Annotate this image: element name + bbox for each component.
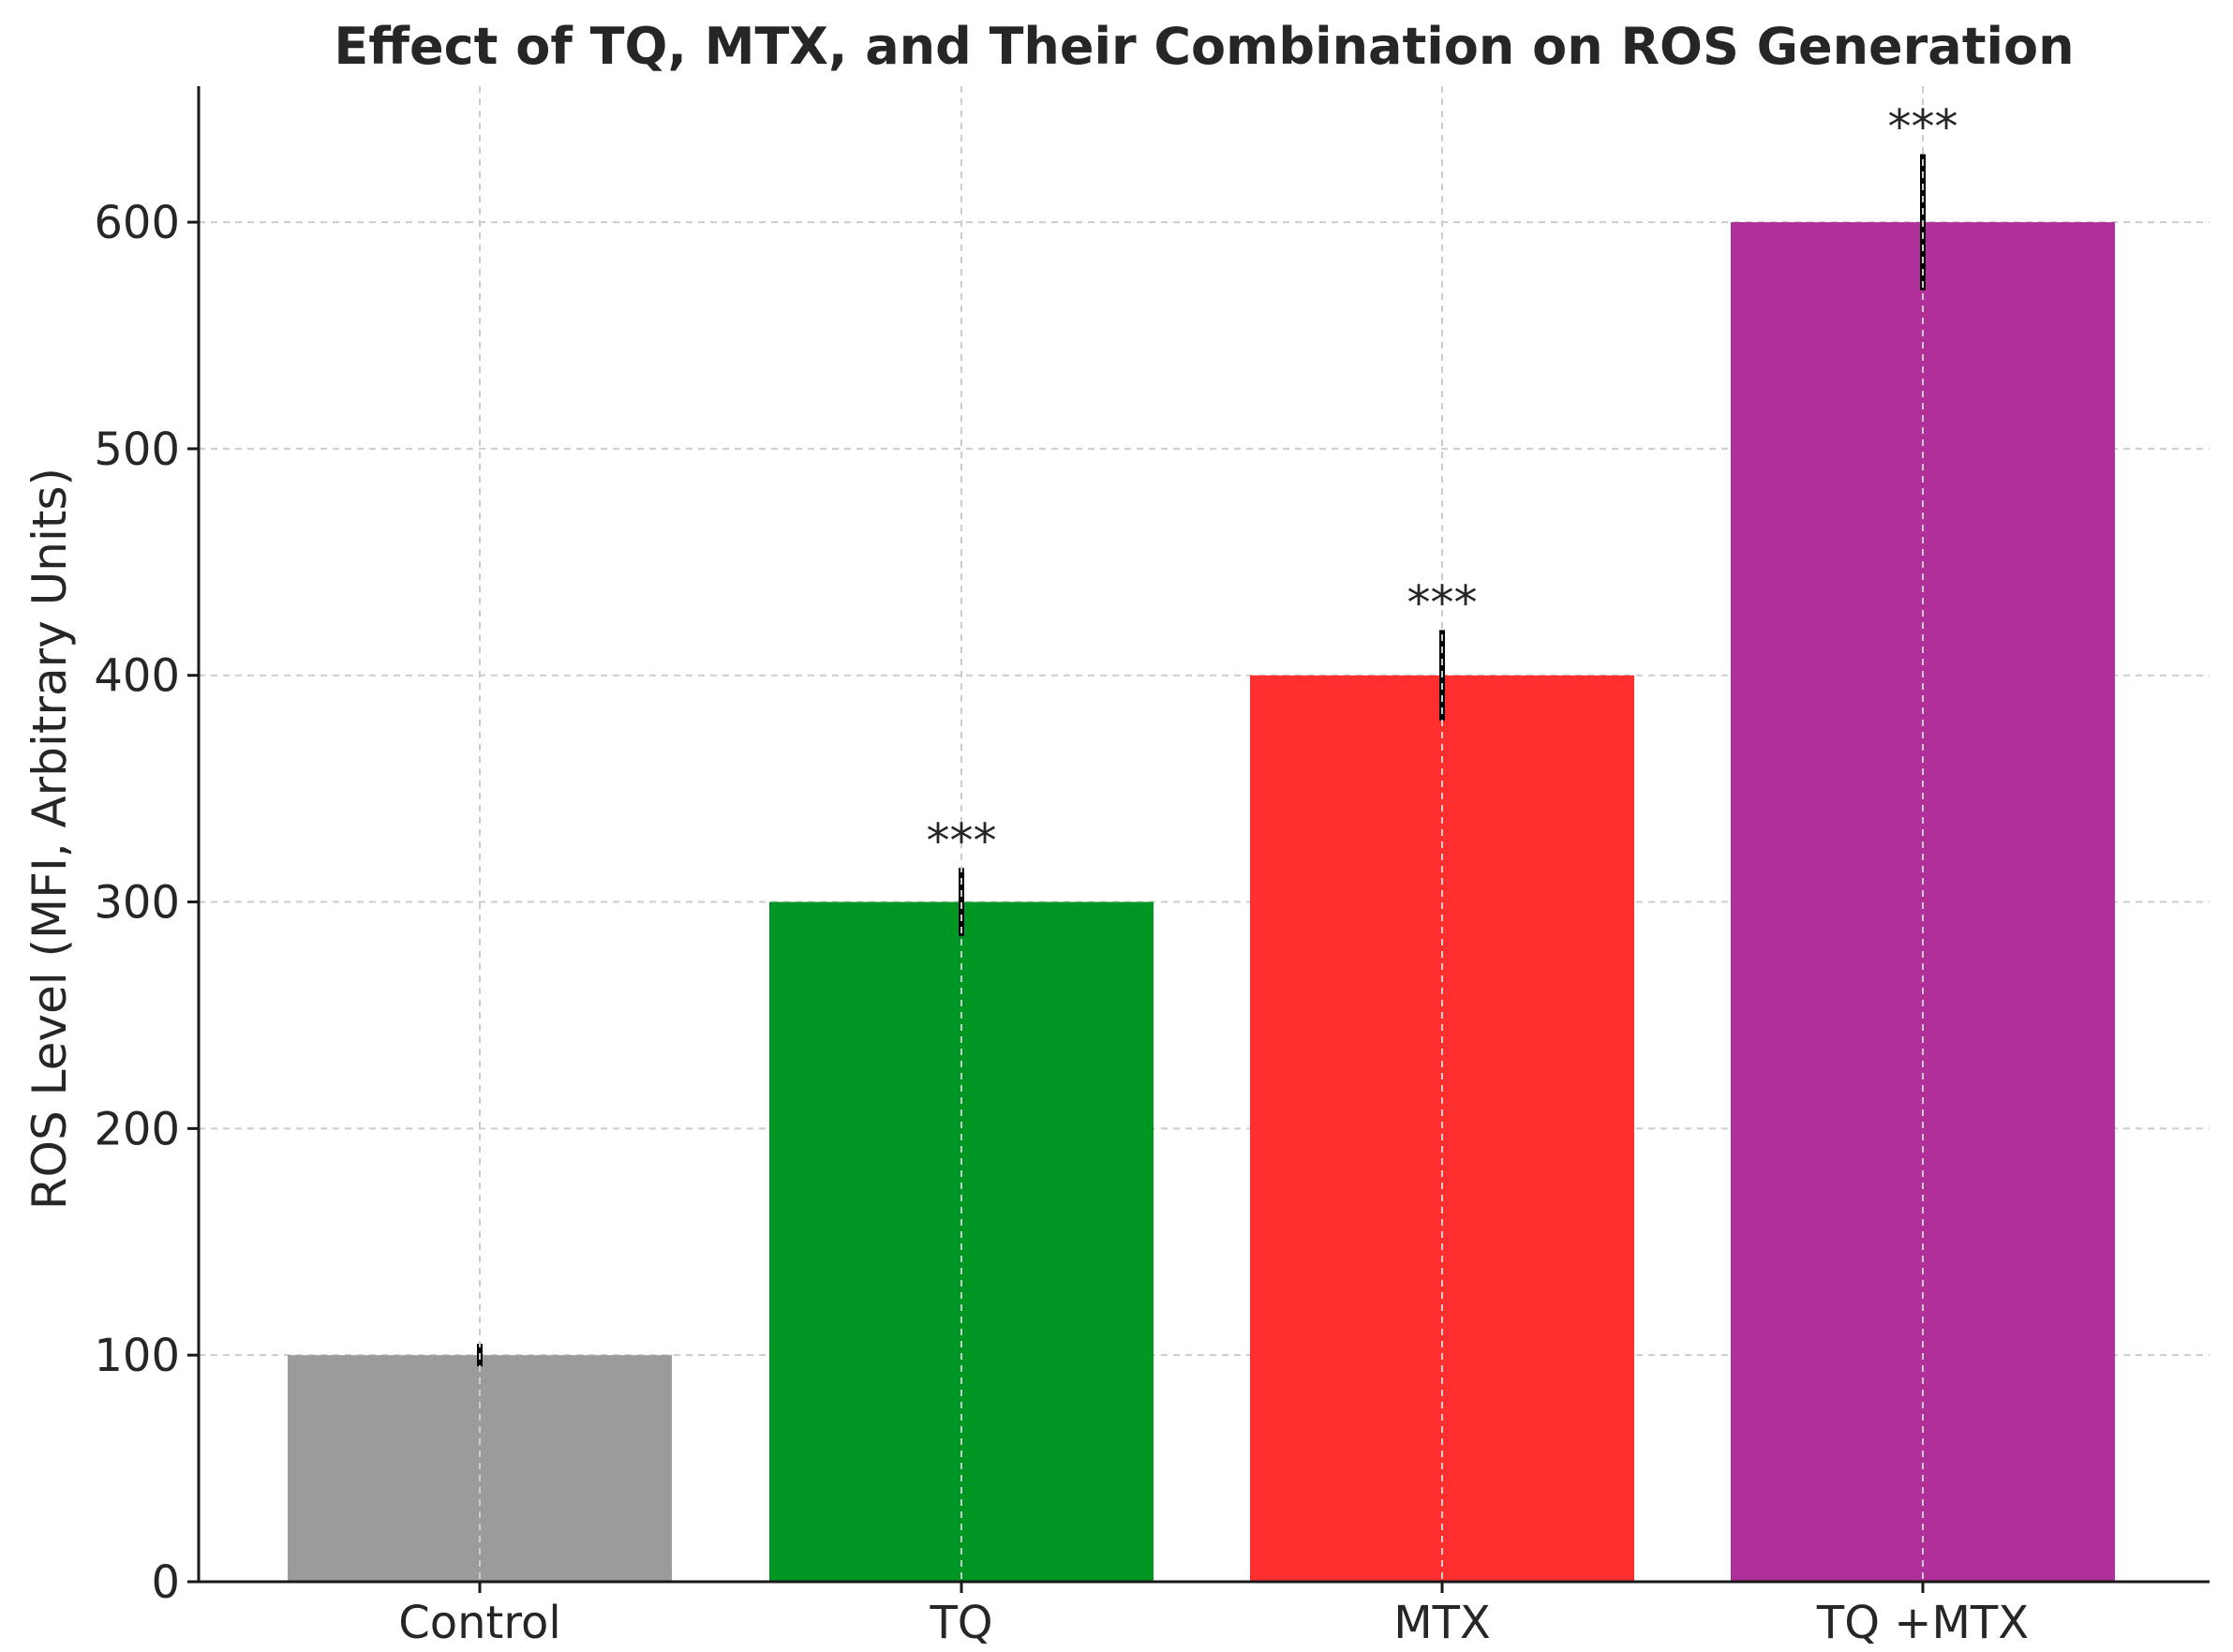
significance-label: ***	[1888, 100, 1958, 155]
y-tick-label: 300	[94, 877, 180, 930]
x-tick-label: TQ	[929, 1597, 992, 1649]
significance-label: ***	[1407, 575, 1478, 630]
label-layer: 0 100 200 300 400 500 600 *** *** *** Control TQ MTX…	[94, 100, 2029, 1649]
error-bar-layer	[477, 154, 1926, 1367]
y-tick-label: 400	[94, 650, 180, 703]
y-tick-label: 0	[151, 1556, 180, 1609]
axis-layer	[187, 86, 2210, 1593]
y-axis-label: ROS Level (MFI, Arbitrary Units)	[22, 468, 77, 1210]
y-tick-label: 600	[94, 197, 180, 249]
y-tick-label: 100	[94, 1330, 180, 1382]
grid-layer	[199, 221, 2210, 1357]
x-grid-layer	[479, 86, 1924, 1582]
x-tick-label: MTX	[1393, 1597, 1491, 1649]
x-tick-label: TQ +MTX	[1816, 1597, 2029, 1649]
x-tick-label: Control	[398, 1597, 561, 1649]
y-tick-label: 500	[94, 424, 180, 476]
significance-label: ***	[927, 813, 997, 868]
chart-title: Effect of TQ, MTX, and Their Combination…	[334, 17, 2074, 76]
y-tick-label: 200	[94, 1103, 180, 1155]
